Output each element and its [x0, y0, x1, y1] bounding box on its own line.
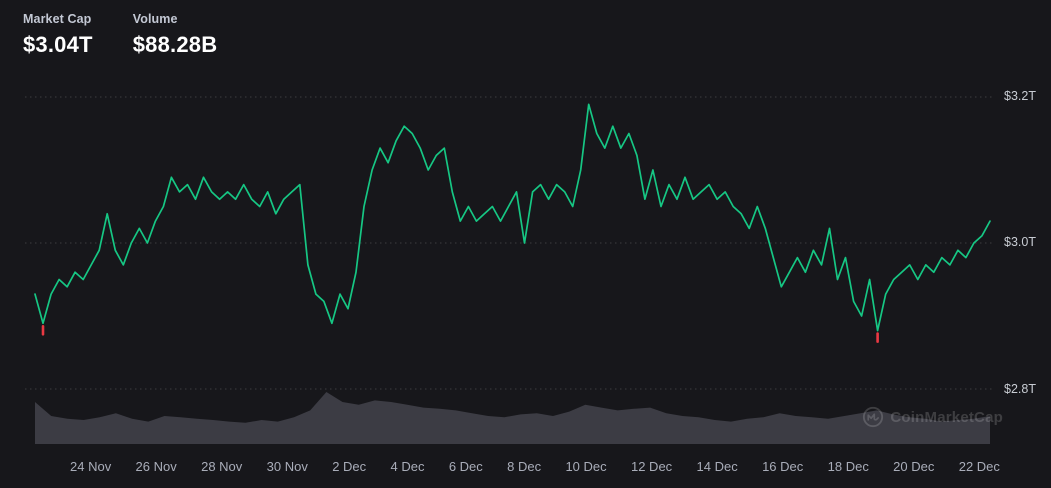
x-axis-label: 28 Nov	[201, 459, 243, 474]
x-axis-label: 10 Dec	[565, 459, 607, 474]
x-axis-label: 4 Dec	[390, 459, 425, 474]
coinmarketcap-watermark: CoinMarketCap	[862, 406, 1003, 428]
volume-stat: Volume $88.28B	[133, 12, 218, 58]
chart-stats-header: Market Cap $3.04T Volume $88.28B	[23, 12, 217, 58]
y-axis-label: $2.8T	[1004, 382, 1036, 396]
x-axis-label: 20 Dec	[893, 459, 935, 474]
y-axis-label: $3.2T	[1004, 89, 1036, 103]
volume-value: $88.28B	[132, 32, 218, 57]
x-axis-label: 18 Dec	[827, 459, 869, 474]
x-axis-label: 26 Nov	[135, 459, 177, 474]
x-axis-label: 2 Dec	[332, 459, 367, 474]
market-cap-stat: Market Cap $3.04T	[23, 12, 93, 58]
coinmarketcap-logo-icon	[862, 406, 884, 428]
x-axis-label: 24 Nov	[70, 459, 112, 474]
market-cap-value: $3.04T	[23, 32, 93, 57]
market-cap-label: Market Cap	[23, 12, 92, 26]
x-axis-label: 8 Dec	[507, 459, 542, 474]
y-axis-label: $3.0T	[1004, 235, 1036, 249]
volume-label: Volume	[132, 12, 178, 26]
x-axis-label: 6 Dec	[448, 459, 483, 474]
x-axis-label: 12 Dec	[630, 459, 673, 474]
x-axis-label: 16 Dec	[762, 459, 804, 474]
x-axis-label: 22 Dec	[958, 459, 1000, 474]
x-axis: 24 Nov 26 Nov 28 Nov 30 Nov 2 Dec 4 Dec …	[70, 459, 1000, 474]
x-axis-label: 14 Dec	[696, 459, 738, 474]
x-axis-label: 30 Nov	[266, 459, 308, 474]
coinmarketcap-watermark-text: CoinMarketCap	[890, 408, 1003, 426]
